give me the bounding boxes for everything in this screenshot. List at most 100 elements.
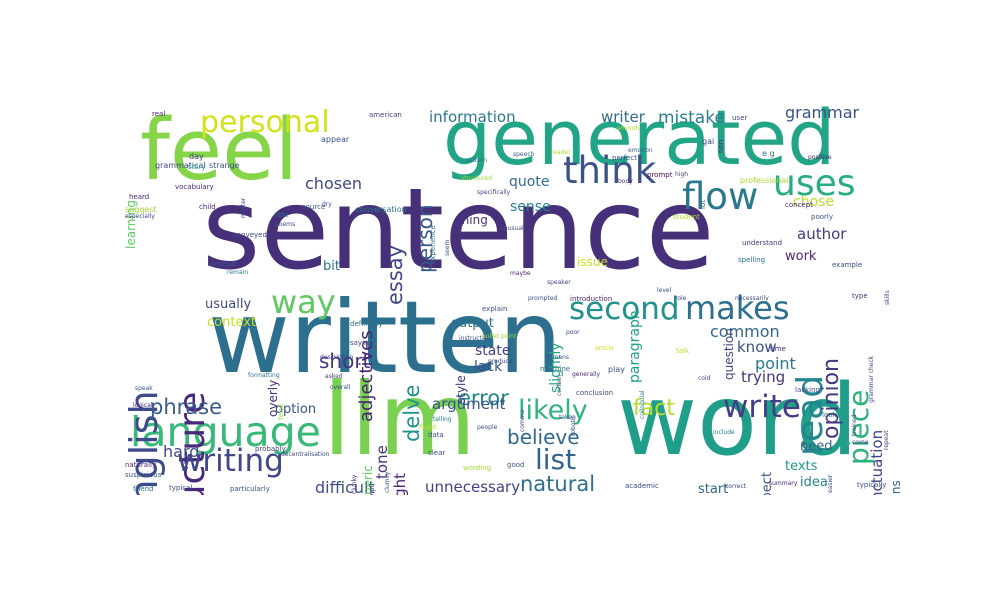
cloud-word: writing — [177, 443, 284, 479]
cloud-word: especially — [125, 213, 155, 220]
cloud-word: smooth — [617, 125, 640, 132]
cloud-word: repeat — [883, 430, 890, 450]
cloud-word: llm — [323, 361, 476, 478]
cloud-word: idea — [800, 475, 828, 490]
cloud-word: come — [852, 439, 869, 446]
cloud-word: summary — [769, 480, 798, 487]
cloud-word: decentralisation — [281, 451, 330, 458]
cloud-word: makes — [685, 289, 790, 327]
cloud-word: play — [608, 365, 625, 374]
cloud-word: matter — [240, 197, 247, 218]
cloud-word: lacking — [795, 386, 820, 394]
cloud-word: source — [302, 203, 326, 211]
cloud-word: seem — [444, 239, 451, 256]
cloud-word: script — [369, 485, 376, 495]
cloud-word: typically — [857, 481, 887, 489]
cloud-word: perfect — [612, 154, 637, 162]
cloud-word: essay — [383, 244, 407, 305]
cloud-word: emotion — [628, 147, 653, 154]
cloud-word: poor — [566, 329, 580, 336]
cloud-word: conveyed — [233, 231, 267, 239]
word-cloud: sentence written feel generated llm word… — [125, 100, 900, 495]
cloud-word: colloquial — [639, 390, 646, 419]
cloud-word: state — [475, 343, 511, 359]
cloud-word: lack — [474, 359, 503, 375]
cloud-word: error — [458, 386, 509, 410]
cloud-word: style — [454, 375, 468, 404]
cloud-word: heard — [129, 193, 150, 201]
cloud-word: reader — [551, 149, 571, 156]
cloud-word: body — [618, 178, 633, 185]
cloud-word: fact — [633, 396, 675, 421]
cloud-word: contains — [889, 480, 900, 495]
cloud-word: clear — [428, 449, 446, 457]
cloud-word: real — [152, 110, 166, 118]
cloud-word: thought — [391, 473, 409, 495]
cloud-word: common — [710, 322, 780, 341]
cloud-word: quote — [509, 174, 550, 190]
cloud-word: pattern — [465, 157, 488, 164]
cloud-word: poems — [275, 221, 296, 228]
cloud-word: professional — [740, 176, 789, 185]
cloud-word: opinion — [819, 358, 844, 439]
cloud-word: instructed — [459, 335, 490, 342]
cloud-word: experience — [429, 225, 437, 264]
cloud-word: student — [673, 213, 700, 221]
cloud-word: understand — [742, 239, 783, 247]
cloud-word: uses — [773, 163, 856, 204]
cloud-word: high — [675, 171, 689, 178]
cloud-word: trained — [851, 414, 858, 436]
cloud-word: difficult — [315, 478, 375, 496]
cloud-word: friend — [133, 485, 154, 493]
cloud-word: comma — [519, 409, 526, 432]
cloud-word: personal — [200, 105, 330, 140]
cloud-word: humans — [545, 354, 570, 361]
cloud-word: positive — [808, 154, 832, 161]
cloud-word: delve — [400, 384, 424, 442]
cloud-word: appear — [321, 135, 350, 144]
cloud-word: structured — [461, 175, 493, 182]
cloud-word: speaker — [547, 279, 571, 286]
cloud-word: author — [797, 225, 847, 243]
cloud-word: context — [207, 315, 256, 330]
cloud-word: generated — [443, 100, 836, 182]
cloud-word: need — [800, 439, 833, 454]
cloud-word: hard — [163, 442, 200, 461]
cloud-word: certain — [556, 375, 563, 396]
cloud-word: people — [477, 424, 498, 431]
cloud-word: e g — [762, 149, 775, 158]
cloud-word: unnecessary — [425, 478, 521, 495]
cloud-word: short — [319, 349, 371, 373]
cloud-word: phrase — [150, 395, 223, 419]
cloud-word: grammar check — [868, 355, 875, 403]
cloud-word: logical — [133, 402, 153, 409]
cloud-word: introduction — [570, 295, 613, 303]
cloud-word: naturally — [125, 461, 157, 469]
cloud-word: talk — [676, 347, 690, 355]
cloud-word: way — [271, 283, 336, 321]
cloud-word: child — [199, 203, 216, 211]
cloud-word: fluent — [419, 424, 437, 431]
cloud-word: dry — [322, 201, 332, 208]
cloud-word: necessarily — [735, 295, 769, 302]
cloud-word: data — [428, 431, 444, 439]
cloud-word: story — [188, 163, 206, 171]
cloud-word: example — [832, 261, 863, 269]
cloud-word: good — [507, 461, 525, 469]
cloud-word: think — [563, 149, 657, 192]
cloud-word: formatting — [248, 372, 280, 379]
cloud-word: academic — [625, 482, 659, 490]
cloud-word: spelling — [738, 256, 766, 264]
cloud-word: speech — [513, 151, 535, 158]
cloud-word: little — [275, 212, 289, 219]
cloud-word: grammar — [785, 103, 860, 122]
cloud-word: asked — [325, 373, 343, 380]
cloud-word: level — [657, 287, 672, 294]
cloud-word: type — [852, 292, 868, 300]
cloud-word: instead — [210, 260, 236, 268]
cloud-word: robotic — [570, 415, 577, 436]
cloud-word: maybe — [510, 270, 531, 277]
cloud-word: correct — [725, 483, 747, 490]
cloud-word: definitely — [350, 320, 383, 328]
